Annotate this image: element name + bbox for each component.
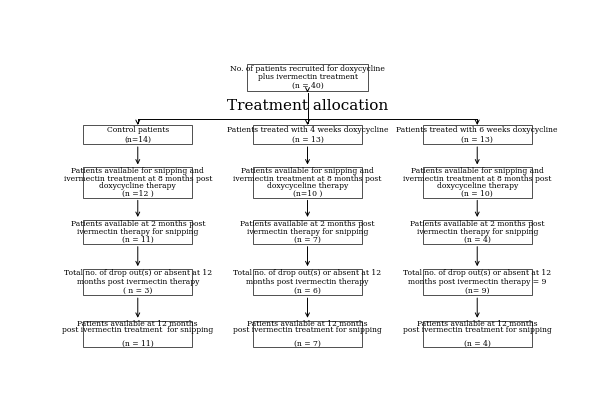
Text: Patients available at 12 months: Patients available at 12 months	[77, 320, 198, 328]
Text: months post ivermectin therapy = 9: months post ivermectin therapy = 9	[408, 278, 547, 286]
FancyBboxPatch shape	[83, 220, 193, 244]
Text: No. of patients recruited for doxycycline: No. of patients recruited for doxycyclin…	[230, 65, 385, 73]
FancyBboxPatch shape	[422, 220, 532, 244]
Text: ivermectin therapy for snipping: ivermectin therapy for snipping	[77, 228, 199, 236]
Text: ivermectin treatment at 8 months post: ivermectin treatment at 8 months post	[233, 175, 382, 182]
FancyBboxPatch shape	[422, 269, 532, 295]
FancyBboxPatch shape	[253, 321, 362, 347]
Text: Patients available at 12 months: Patients available at 12 months	[247, 320, 368, 328]
Text: Patients available for snipping and: Patients available for snipping and	[71, 167, 204, 175]
Text: post ivermectin treatment for snipping: post ivermectin treatment for snipping	[403, 326, 551, 334]
Text: Patients available at 2 months post: Patients available at 2 months post	[71, 220, 205, 228]
Text: (n = 4): (n = 4)	[464, 340, 491, 348]
Text: Total no. of drop out(s) or absent at 12: Total no. of drop out(s) or absent at 12	[64, 269, 212, 277]
Text: post ivermectin treatment for snipping: post ivermectin treatment for snipping	[233, 326, 382, 334]
FancyBboxPatch shape	[83, 321, 193, 347]
Text: Patients available for snipping and: Patients available for snipping and	[411, 167, 544, 175]
Text: (n=14): (n=14)	[124, 136, 151, 144]
FancyBboxPatch shape	[253, 220, 362, 244]
Text: (n = 13): (n = 13)	[292, 136, 323, 144]
Text: (n=10 ): (n=10 )	[293, 190, 322, 198]
FancyBboxPatch shape	[422, 125, 532, 144]
Text: Total no. of drop out(s) or absent at 12: Total no. of drop out(s) or absent at 12	[403, 269, 551, 277]
FancyBboxPatch shape	[83, 167, 193, 198]
FancyBboxPatch shape	[253, 125, 362, 144]
Text: months post ivermectin therapy: months post ivermectin therapy	[77, 278, 199, 286]
Text: (n = 13): (n = 13)	[461, 136, 493, 144]
FancyBboxPatch shape	[83, 125, 193, 144]
Text: Patients available for snipping and: Patients available for snipping and	[241, 167, 374, 175]
Text: doxycycline therapy: doxycycline therapy	[100, 182, 176, 190]
Text: (n = 40): (n = 40)	[292, 82, 323, 90]
Text: doxycyceline therapy: doxycyceline therapy	[437, 182, 518, 190]
Text: (n = 11): (n = 11)	[122, 340, 154, 348]
FancyBboxPatch shape	[422, 321, 532, 347]
FancyBboxPatch shape	[83, 269, 193, 295]
FancyBboxPatch shape	[247, 64, 368, 91]
FancyBboxPatch shape	[253, 167, 362, 198]
FancyBboxPatch shape	[422, 167, 532, 198]
Text: Treatment allocation: Treatment allocation	[227, 99, 388, 113]
Text: Patients available at 12 months: Patients available at 12 months	[417, 320, 538, 328]
Text: plus ivermectin treatment: plus ivermectin treatment	[257, 73, 358, 81]
Text: ivermectin therapy for snipping: ivermectin therapy for snipping	[416, 228, 538, 236]
Text: (n = 7): (n = 7)	[294, 340, 321, 348]
Text: ivermectin therapy for snipping: ivermectin therapy for snipping	[247, 228, 368, 236]
Text: (n =12 ): (n =12 )	[122, 190, 154, 198]
Text: Patients available at 2 months post: Patients available at 2 months post	[240, 220, 375, 228]
Text: ivermectin treatment at 8 months post: ivermectin treatment at 8 months post	[403, 175, 551, 182]
Text: (n = 4): (n = 4)	[464, 236, 491, 244]
Text: Patients treated with 4 weeks doxycycline: Patients treated with 4 weeks doxycyclin…	[227, 126, 388, 134]
Text: ivermectin treatment at 8 months post: ivermectin treatment at 8 months post	[64, 175, 212, 182]
Text: doxycyceline therapy: doxycyceline therapy	[267, 182, 348, 190]
Text: Control patients: Control patients	[107, 126, 169, 134]
Text: Total no. of drop out(s) or absent at 12: Total no. of drop out(s) or absent at 12	[233, 269, 382, 277]
Text: (n = 7): (n = 7)	[294, 236, 321, 244]
Text: ( n = 3): ( n = 3)	[123, 287, 152, 295]
Text: (n = 11): (n = 11)	[122, 236, 154, 244]
Text: months post ivermectin therapy: months post ivermectin therapy	[247, 278, 368, 286]
Text: post ivermectin treatment  for snipping: post ivermectin treatment for snipping	[62, 326, 214, 334]
Text: Patients available at 2 months post: Patients available at 2 months post	[410, 220, 544, 228]
FancyBboxPatch shape	[253, 269, 362, 295]
Text: (n = 10): (n = 10)	[461, 190, 493, 198]
Text: (n = 6): (n = 6)	[294, 287, 321, 295]
Text: (n= 9): (n= 9)	[465, 287, 490, 295]
Text: Patients treated with 6 weeks doxycycline: Patients treated with 6 weeks doxycyclin…	[397, 126, 558, 134]
